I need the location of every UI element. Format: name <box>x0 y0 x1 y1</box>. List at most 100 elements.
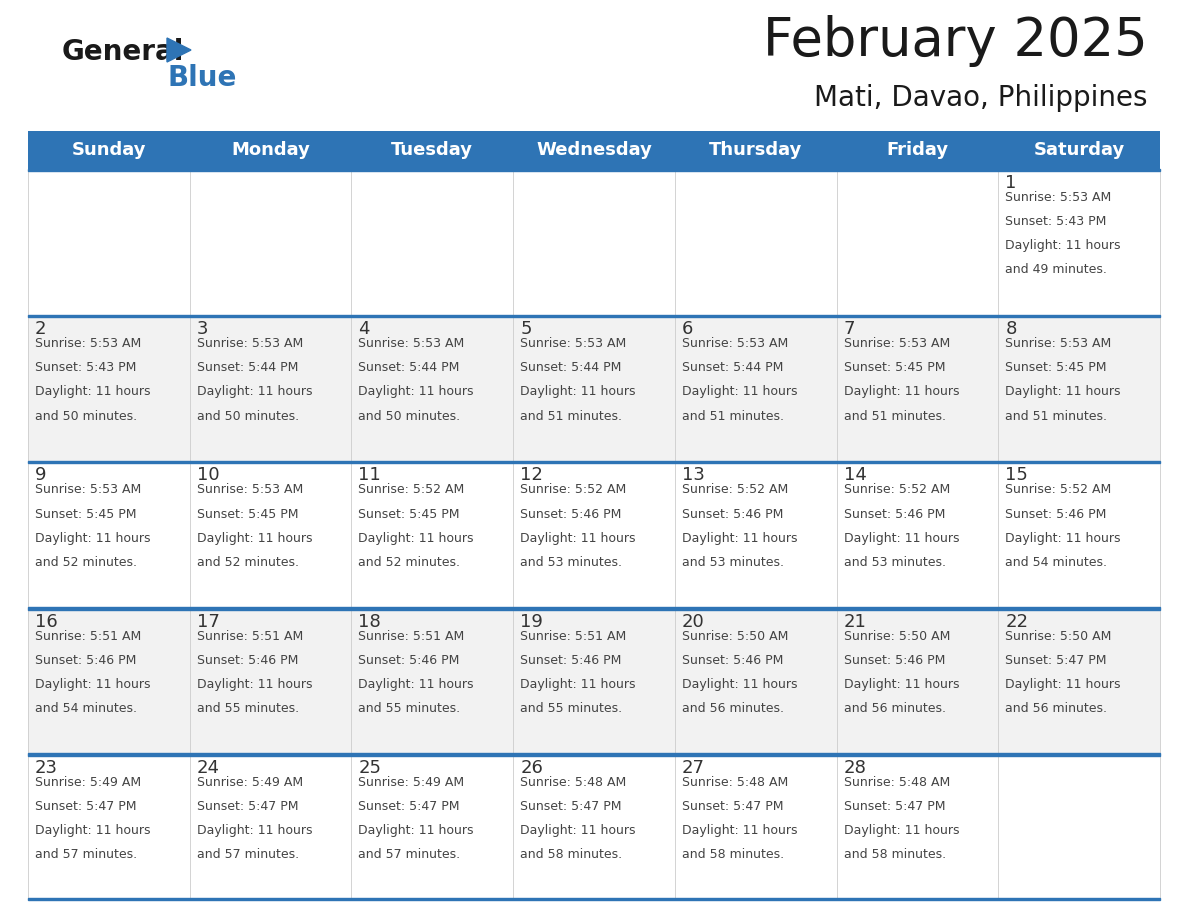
Bar <box>29 131 1159 169</box>
Text: 5: 5 <box>520 320 532 338</box>
Text: 22: 22 <box>1005 612 1029 631</box>
Text: Sunrise: 5:53 AM: Sunrise: 5:53 AM <box>197 484 303 497</box>
Text: Sunset: 5:46 PM: Sunset: 5:46 PM <box>34 654 137 666</box>
Text: 20: 20 <box>682 612 704 631</box>
Text: and 51 minutes.: and 51 minutes. <box>1005 409 1107 422</box>
Text: Sunrise: 5:48 AM: Sunrise: 5:48 AM <box>843 776 950 789</box>
Bar <box>836 608 998 754</box>
Bar <box>998 462 1159 608</box>
Text: Sunrise: 5:49 AM: Sunrise: 5:49 AM <box>34 776 141 789</box>
Text: Daylight: 11 hours: Daylight: 11 hours <box>1005 240 1120 252</box>
Text: 9: 9 <box>34 466 46 485</box>
Text: Sunrise: 5:49 AM: Sunrise: 5:49 AM <box>197 776 303 789</box>
Text: Sunset: 5:46 PM: Sunset: 5:46 PM <box>359 654 460 666</box>
Bar <box>513 462 675 608</box>
Text: 12: 12 <box>520 466 543 485</box>
Bar <box>675 462 836 608</box>
Text: Sunset: 5:47 PM: Sunset: 5:47 PM <box>843 800 946 813</box>
Text: 16: 16 <box>34 612 58 631</box>
Text: Monday: Monday <box>232 141 310 159</box>
Bar <box>836 754 998 900</box>
Text: and 51 minutes.: and 51 minutes. <box>682 409 784 422</box>
Text: 21: 21 <box>843 612 866 631</box>
Text: and 56 minutes.: and 56 minutes. <box>682 702 784 715</box>
Text: and 56 minutes.: and 56 minutes. <box>843 702 946 715</box>
Bar <box>29 754 190 900</box>
Bar <box>998 608 1159 754</box>
Bar <box>190 462 352 608</box>
Text: Sunday: Sunday <box>71 141 146 159</box>
Text: Sunset: 5:46 PM: Sunset: 5:46 PM <box>682 654 783 666</box>
Bar <box>998 754 1159 900</box>
Bar <box>352 169 513 315</box>
Polygon shape <box>168 38 191 62</box>
Text: Sunset: 5:47 PM: Sunset: 5:47 PM <box>197 800 298 813</box>
Bar <box>29 608 190 754</box>
Text: Sunset: 5:45 PM: Sunset: 5:45 PM <box>359 508 460 521</box>
Bar <box>675 608 836 754</box>
Text: Daylight: 11 hours: Daylight: 11 hours <box>520 677 636 691</box>
Text: Sunset: 5:45 PM: Sunset: 5:45 PM <box>34 508 137 521</box>
Text: 27: 27 <box>682 759 704 777</box>
Text: Sunset: 5:47 PM: Sunset: 5:47 PM <box>359 800 460 813</box>
Text: and 51 minutes.: and 51 minutes. <box>520 409 623 422</box>
Text: Mati, Davao, Philippines: Mati, Davao, Philippines <box>815 84 1148 112</box>
Text: Daylight: 11 hours: Daylight: 11 hours <box>843 532 959 544</box>
Text: Sunset: 5:44 PM: Sunset: 5:44 PM <box>359 362 460 375</box>
Text: Sunrise: 5:52 AM: Sunrise: 5:52 AM <box>682 484 788 497</box>
Text: Sunrise: 5:52 AM: Sunrise: 5:52 AM <box>520 484 626 497</box>
Text: Sunset: 5:44 PM: Sunset: 5:44 PM <box>682 362 783 375</box>
Text: and 55 minutes.: and 55 minutes. <box>197 702 299 715</box>
Text: Sunset: 5:45 PM: Sunset: 5:45 PM <box>197 508 298 521</box>
Text: Sunrise: 5:53 AM: Sunrise: 5:53 AM <box>197 337 303 350</box>
Text: Sunset: 5:46 PM: Sunset: 5:46 PM <box>843 654 944 666</box>
Text: Daylight: 11 hours: Daylight: 11 hours <box>682 677 797 691</box>
Text: Daylight: 11 hours: Daylight: 11 hours <box>34 677 151 691</box>
Text: Daylight: 11 hours: Daylight: 11 hours <box>34 532 151 544</box>
Text: Friday: Friday <box>886 141 948 159</box>
Text: Sunrise: 5:53 AM: Sunrise: 5:53 AM <box>843 337 950 350</box>
Text: Sunrise: 5:50 AM: Sunrise: 5:50 AM <box>1005 630 1112 643</box>
Text: 23: 23 <box>34 759 58 777</box>
Text: Sunrise: 5:51 AM: Sunrise: 5:51 AM <box>197 630 303 643</box>
Text: Sunset: 5:46 PM: Sunset: 5:46 PM <box>520 654 621 666</box>
Bar <box>190 169 352 315</box>
Bar <box>836 315 998 462</box>
Text: and 55 minutes.: and 55 minutes. <box>520 702 623 715</box>
Text: Sunrise: 5:52 AM: Sunrise: 5:52 AM <box>843 484 950 497</box>
Text: Sunset: 5:43 PM: Sunset: 5:43 PM <box>34 362 137 375</box>
Text: 24: 24 <box>197 759 220 777</box>
Text: and 51 minutes.: and 51 minutes. <box>843 409 946 422</box>
Bar <box>675 754 836 900</box>
Text: and 56 minutes.: and 56 minutes. <box>1005 702 1107 715</box>
Text: Sunset: 5:47 PM: Sunset: 5:47 PM <box>682 800 783 813</box>
Text: Daylight: 11 hours: Daylight: 11 hours <box>197 677 312 691</box>
Text: Daylight: 11 hours: Daylight: 11 hours <box>34 824 151 837</box>
Text: Sunset: 5:46 PM: Sunset: 5:46 PM <box>520 508 621 521</box>
Text: 2: 2 <box>34 320 46 338</box>
Text: Daylight: 11 hours: Daylight: 11 hours <box>34 386 151 398</box>
Text: Daylight: 11 hours: Daylight: 11 hours <box>520 824 636 837</box>
Text: 15: 15 <box>1005 466 1028 485</box>
Text: Sunrise: 5:52 AM: Sunrise: 5:52 AM <box>359 484 465 497</box>
Text: Sunset: 5:47 PM: Sunset: 5:47 PM <box>520 800 621 813</box>
Text: Sunrise: 5:53 AM: Sunrise: 5:53 AM <box>1005 337 1112 350</box>
Bar <box>513 169 675 315</box>
Text: and 57 minutes.: and 57 minutes. <box>197 848 299 861</box>
Text: Sunrise: 5:49 AM: Sunrise: 5:49 AM <box>359 776 465 789</box>
Text: and 50 minutes.: and 50 minutes. <box>197 409 299 422</box>
Text: and 53 minutes.: and 53 minutes. <box>843 555 946 569</box>
Text: 8: 8 <box>1005 320 1017 338</box>
Text: 4: 4 <box>359 320 369 338</box>
Text: Sunset: 5:46 PM: Sunset: 5:46 PM <box>1005 508 1107 521</box>
Text: Sunset: 5:44 PM: Sunset: 5:44 PM <box>197 362 298 375</box>
Text: Daylight: 11 hours: Daylight: 11 hours <box>1005 386 1120 398</box>
Text: Daylight: 11 hours: Daylight: 11 hours <box>359 677 474 691</box>
Text: Daylight: 11 hours: Daylight: 11 hours <box>520 532 636 544</box>
Text: and 57 minutes.: and 57 minutes. <box>359 848 461 861</box>
Text: Sunset: 5:46 PM: Sunset: 5:46 PM <box>197 654 298 666</box>
Text: 14: 14 <box>843 466 866 485</box>
Text: and 54 minutes.: and 54 minutes. <box>1005 555 1107 569</box>
Text: Sunrise: 5:53 AM: Sunrise: 5:53 AM <box>34 337 141 350</box>
Text: and 50 minutes.: and 50 minutes. <box>34 409 137 422</box>
